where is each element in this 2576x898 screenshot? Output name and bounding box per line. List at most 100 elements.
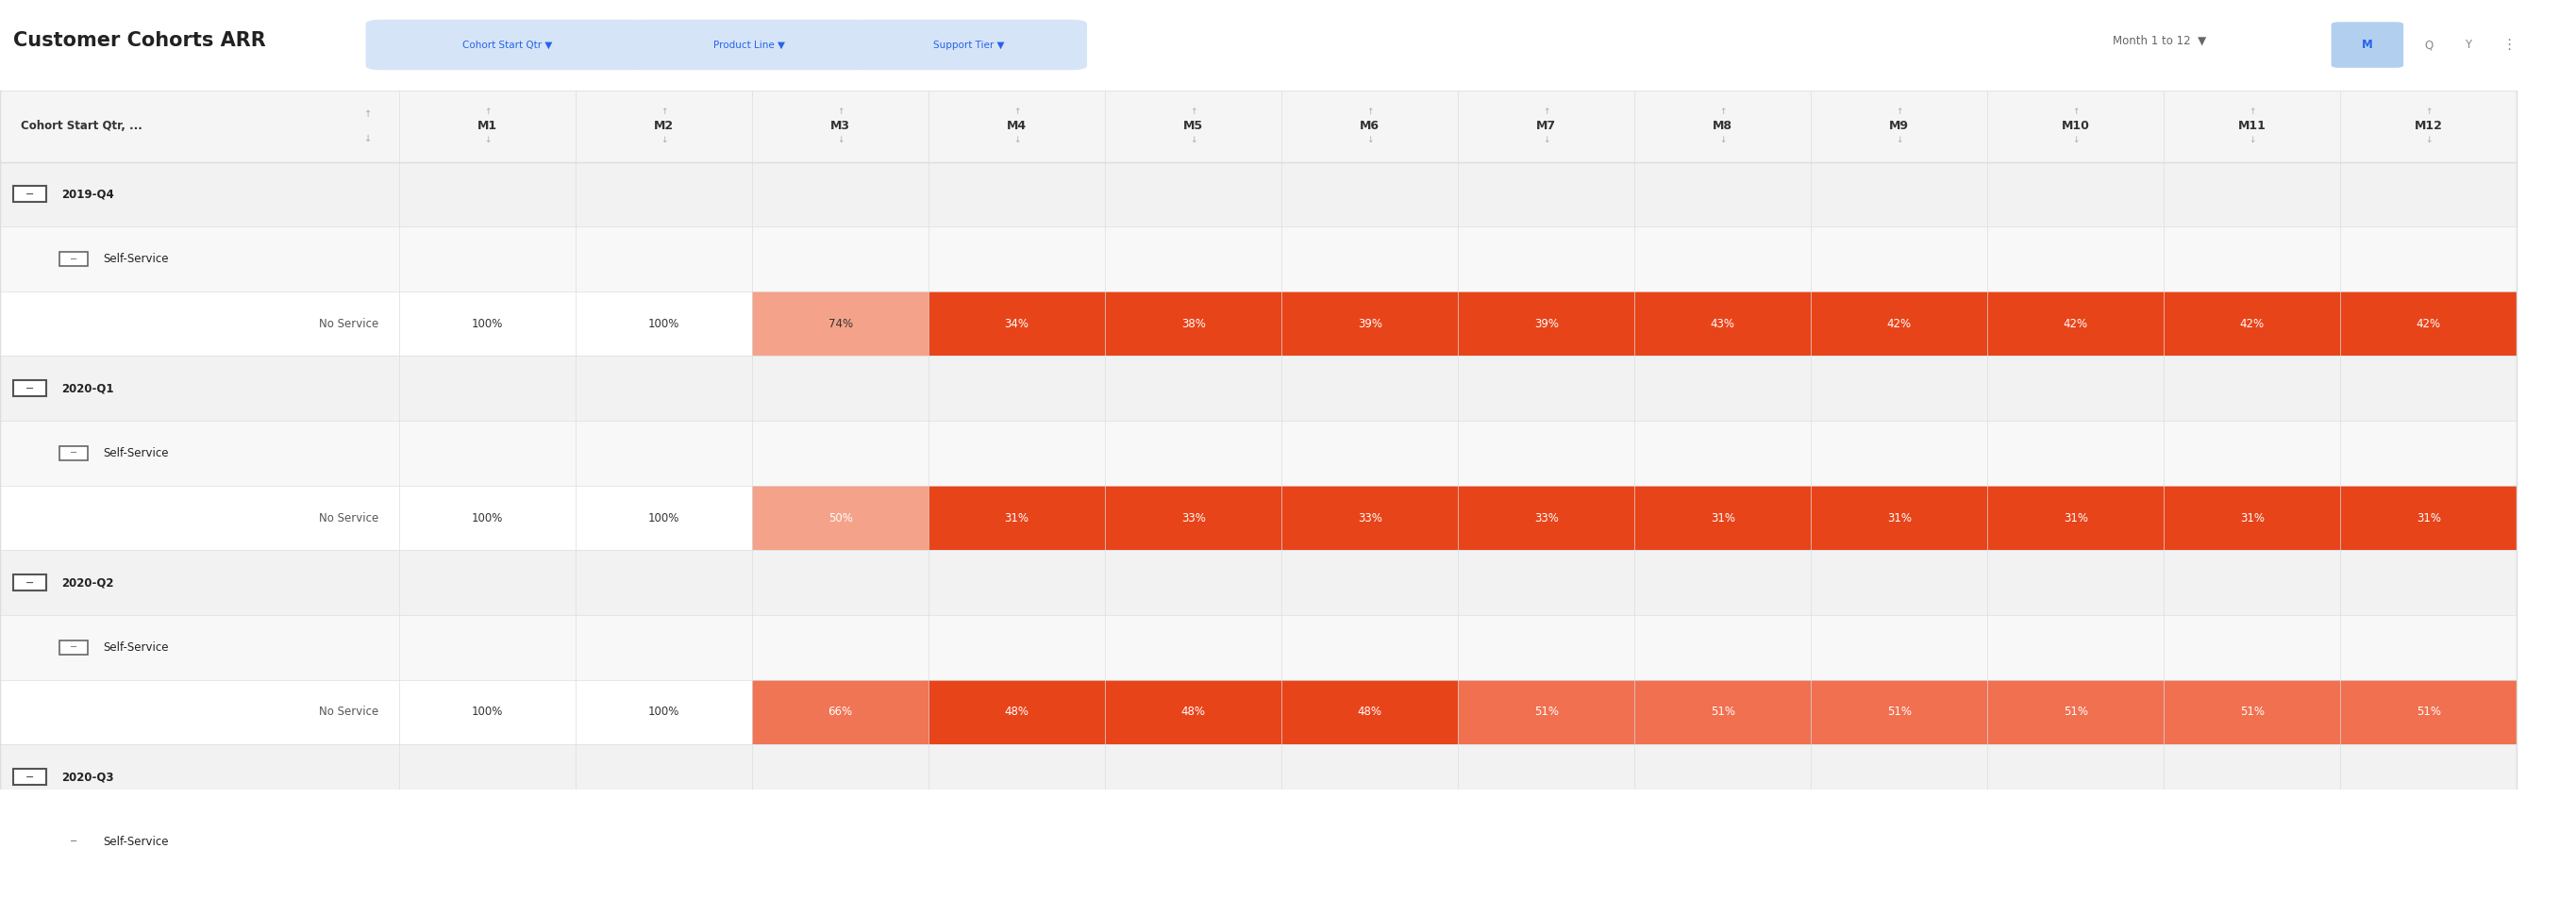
Bar	[0, 744, 2517, 809]
Text: 100%: 100%	[649, 512, 680, 524]
Bar	[1636, 680, 1811, 744]
Text: 51%: 51%	[2063, 706, 2089, 718]
Text: 100%: 100%	[471, 706, 502, 718]
Bar	[1105, 680, 1283, 744]
Bar	[1283, 291, 1458, 357]
Text: M1: M1	[477, 120, 497, 133]
Text: −: −	[26, 578, 33, 587]
Bar	[2342, 680, 2517, 744]
Text: No Service: No Service	[319, 706, 379, 718]
Text: ↑: ↑	[2071, 108, 2079, 117]
Bar	[1636, 291, 1811, 357]
Text: 42%: 42%	[2063, 318, 2089, 330]
Text: 31%: 31%	[1710, 512, 1736, 524]
Text: −: −	[70, 448, 77, 458]
Text: 31%: 31%	[1886, 512, 1911, 524]
Bar	[1811, 874, 1989, 898]
Bar	[930, 486, 1105, 550]
Text: 51%: 51%	[2239, 706, 2264, 718]
Bar	[13, 186, 46, 202]
Bar	[1458, 680, 1636, 744]
Text: −: −	[70, 254, 77, 264]
Text: M12: M12	[2414, 120, 2442, 133]
Text: −: −	[70, 643, 77, 652]
Bar	[2164, 291, 2342, 357]
Text: M8: M8	[1713, 120, 1734, 133]
Bar	[930, 680, 1105, 744]
Text: 48%: 48%	[1180, 706, 1206, 718]
Bar	[2342, 486, 2517, 550]
Text: 33%: 33%	[1358, 512, 1381, 524]
Text: No Service: No Service	[319, 318, 379, 330]
Bar	[13, 381, 46, 397]
Text: 74%: 74%	[827, 318, 853, 330]
Text: ↑: ↑	[1718, 108, 1726, 117]
Bar	[2342, 874, 2517, 898]
Bar	[752, 291, 930, 357]
Text: Cohort Start Qtr, ...: Cohort Start Qtr, ...	[21, 120, 142, 133]
Text: ↑: ↑	[484, 108, 492, 117]
Text: 48%: 48%	[1358, 706, 1383, 718]
Text: 31%: 31%	[1005, 512, 1030, 524]
Bar	[0, 486, 2517, 550]
Bar	[0, 550, 2517, 615]
Bar	[1458, 291, 1636, 357]
Text: M: M	[2362, 39, 2372, 51]
Bar	[2164, 486, 2342, 550]
Text: Cohort Start Qtr ▼: Cohort Start Qtr ▼	[464, 40, 551, 49]
Text: ↓: ↓	[1896, 136, 1904, 145]
Text: ↓: ↓	[659, 136, 667, 145]
Bar	[1283, 680, 1458, 744]
Text: 31%: 31%	[2416, 512, 2442, 524]
Text: ↑: ↑	[1012, 108, 1020, 117]
Text: Support Tier ▼: Support Tier ▼	[933, 40, 1005, 49]
Text: 38%: 38%	[1182, 318, 1206, 330]
Bar	[1811, 486, 1989, 550]
FancyBboxPatch shape	[850, 20, 1087, 70]
Bar	[0, 421, 2517, 486]
Bar	[0, 91, 2517, 162]
Text: 2020-Q1: 2020-Q1	[62, 383, 113, 394]
Text: Q: Q	[2424, 39, 2434, 51]
Text: 51%: 51%	[1886, 706, 1911, 718]
FancyBboxPatch shape	[2331, 22, 2403, 67]
FancyBboxPatch shape	[629, 20, 871, 70]
Bar	[59, 640, 88, 655]
Text: ⋮: ⋮	[2501, 38, 2517, 52]
Text: −: −	[26, 772, 33, 781]
Bar	[0, 226, 2517, 291]
Bar	[930, 291, 1105, 357]
Text: Self-Service: Self-Service	[103, 835, 167, 848]
Text: 100%: 100%	[649, 318, 680, 330]
Text: 100%: 100%	[471, 512, 502, 524]
Bar	[1811, 291, 1989, 357]
Bar	[1989, 680, 2164, 744]
Text: ↑: ↑	[1543, 108, 1551, 117]
Text: ↓: ↓	[2071, 136, 2079, 145]
Bar	[13, 769, 46, 785]
Bar	[1636, 874, 1811, 898]
Bar	[2164, 874, 2342, 898]
Text: 43%: 43%	[1710, 318, 1736, 330]
Text: ↑: ↑	[659, 108, 667, 117]
Text: 2020-Q3: 2020-Q3	[62, 770, 113, 783]
Text: 34%: 34%	[1005, 318, 1030, 330]
Text: 51%: 51%	[2416, 706, 2442, 718]
Bar	[0, 162, 2517, 226]
Bar	[2164, 680, 2342, 744]
Bar	[1989, 291, 2164, 357]
Text: 31%: 31%	[2239, 512, 2264, 524]
Bar	[1989, 874, 2164, 898]
Text: ↓: ↓	[1718, 136, 1726, 145]
Text: ↓: ↓	[2249, 136, 2257, 145]
Text: ↑: ↑	[1190, 108, 1198, 117]
Text: M3: M3	[829, 120, 850, 133]
Text: ↓: ↓	[366, 134, 371, 143]
Text: −: −	[26, 383, 33, 393]
Bar	[1989, 486, 2164, 550]
Bar	[752, 680, 930, 744]
Bar	[13, 575, 46, 591]
Bar	[0, 874, 2517, 898]
Text: Y: Y	[2465, 39, 2470, 51]
Text: M10: M10	[2061, 120, 2089, 133]
